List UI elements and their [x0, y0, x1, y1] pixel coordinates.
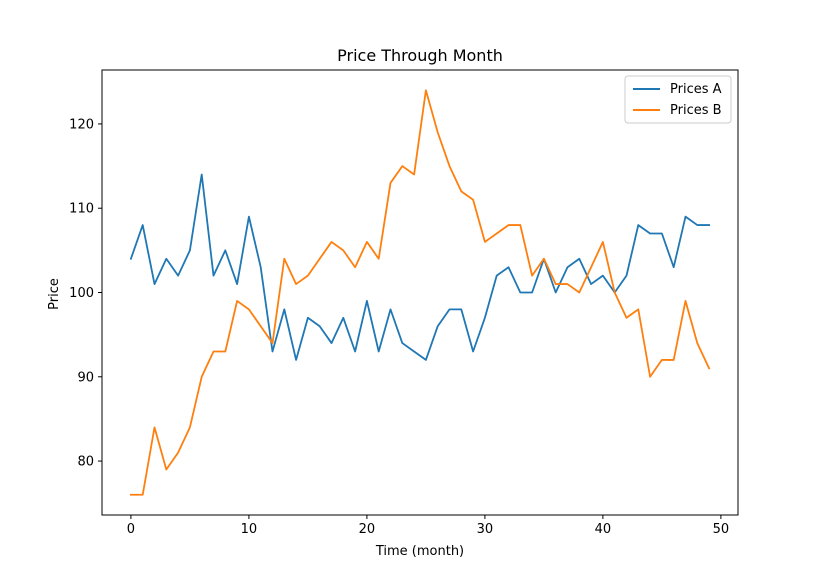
y-tick-label: 80	[77, 455, 94, 470]
y-tick-label: 90	[77, 370, 94, 385]
x-tick-label: 50	[713, 522, 730, 537]
x-tick-label: 30	[477, 522, 494, 537]
x-tick-label: 10	[241, 522, 258, 537]
y-tick-label: 120	[69, 117, 94, 132]
legend-label-prices-a: Prices A	[670, 82, 722, 97]
y-axis-label: Price	[47, 278, 62, 310]
plot-frame	[101, 69, 739, 516]
series-layer	[129, 89, 711, 496]
x-tick-label: 20	[359, 522, 376, 537]
ticks-layer: 0 10 20 30 40 50 80 90 100 110 120	[69, 117, 729, 537]
legend-box	[624, 75, 732, 124]
legend-label-prices-b: Prices B	[670, 103, 722, 118]
series-line-prices-a	[129, 173, 710, 361]
y-tick-label: 110	[69, 202, 94, 217]
y-tick-label: 100	[69, 286, 94, 301]
series-line-prices-b	[130, 89, 711, 496]
x-tick-label: 40	[595, 522, 612, 537]
x-axis-label: Time (month)	[375, 544, 464, 559]
legend: Prices A Prices B	[624, 75, 732, 124]
x-tick-label: 0	[127, 522, 135, 537]
chart-title: Price Through Month	[337, 46, 503, 65]
